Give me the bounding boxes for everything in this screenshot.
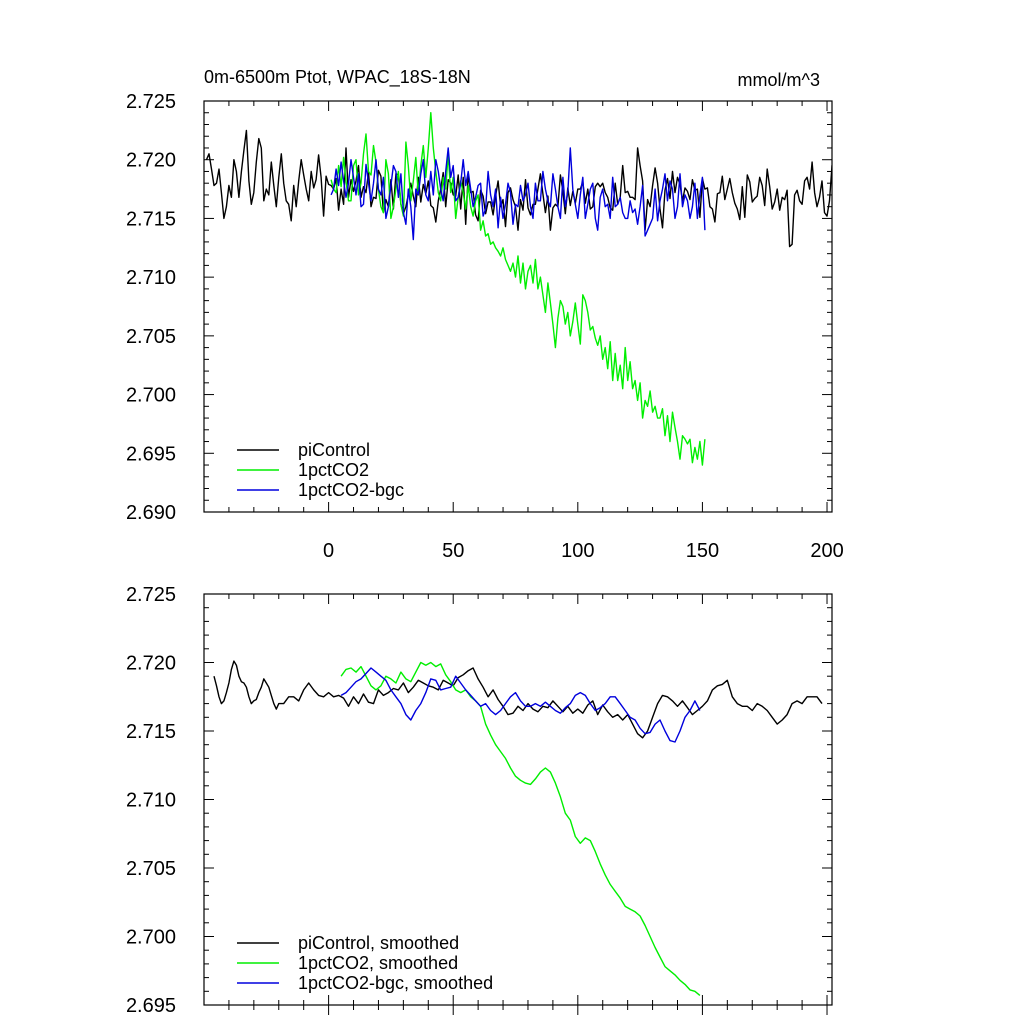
y-tick-label: 2.700 — [126, 927, 176, 949]
legend-label: 1pctCO2 — [298, 460, 369, 480]
x-tick-label: 100 — [561, 540, 594, 562]
series-line-1pctco2-bgc-smoothed — [340, 667, 701, 743]
x-tick-label: 200 — [810, 540, 843, 562]
x-tick-label: 150 — [686, 540, 719, 562]
y-tick-label: 2.695 — [126, 995, 176, 1017]
y-tick-label: 2.705 — [126, 858, 176, 880]
y-tick-label: 2.715 — [126, 208, 176, 230]
legend-label: piControl, smoothed — [298, 933, 459, 953]
y-tick-label: 2.720 — [126, 150, 176, 172]
y-tick-label: 2.725 — [126, 91, 176, 113]
plot-frame — [203, 100, 833, 513]
series-line-1pctco2-bgc — [330, 147, 706, 241]
x-tick-label: 0 — [323, 540, 334, 562]
series-line-1pctco2-smoothed — [340, 661, 701, 996]
x-tick-label: 50 — [442, 540, 464, 562]
y-tick-label: 2.705 — [126, 326, 176, 348]
plot-panel-2: 2.695 2.700 2.705 2.710 2.715 2.720 2.725 piCon… — [126, 584, 833, 1017]
chart-title: 0m-6500m Ptot, WPAC_18S-18N — [204, 67, 471, 88]
y-tick-label: 2.715 — [126, 721, 176, 743]
series-line-1pctco2 — [330, 112, 706, 466]
legend-label: 1pctCO2-bgc, smoothed — [298, 973, 493, 993]
y-tick-label: 2.695 — [126, 443, 176, 465]
y-tick-label: 2.725 — [126, 584, 176, 606]
y-tick-label: 2.690 — [126, 502, 176, 524]
series-line-picontrol — [205, 129, 832, 248]
units-label: mmol/m^3 — [738, 70, 820, 90]
plot-frame — [203, 593, 833, 1006]
legend-label: 1pctCO2-bgc — [298, 480, 404, 500]
y-tick-label: 2.700 — [126, 385, 176, 407]
y-tick-label: 2.710 — [126, 267, 176, 289]
plot-panel-1: 0m-6500m Ptot, WPAC_18S-18N mmol/m^3 2.690… — [126, 67, 844, 562]
y-tick-label: 2.710 — [126, 790, 176, 812]
series-line-picontrol-smoothed — [213, 660, 823, 739]
legend-label: piControl — [298, 440, 370, 460]
legend-label: 1pctCO2, smoothed — [298, 953, 458, 973]
y-tick-label: 2.720 — [126, 653, 176, 675]
